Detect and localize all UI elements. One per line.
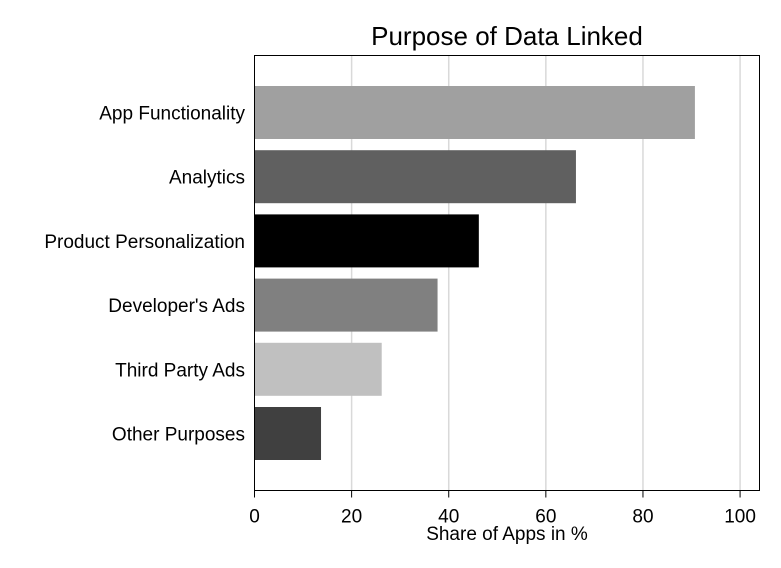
category-label-product-personalization: Product Personalization	[44, 232, 245, 253]
x-tick-label-40: 40	[438, 507, 459, 528]
chart-title: Purpose of Data Linked	[371, 21, 643, 51]
bar-product-personalization	[254, 214, 479, 268]
x-tick-label-0: 0	[249, 507, 260, 528]
plot-frame	[254, 55, 760, 491]
category-label-app-functionality: App Functionality	[99, 104, 245, 125]
category-label-third-party-ads: Third Party Ads	[115, 360, 245, 381]
category-label-analytics: Analytics	[169, 168, 245, 189]
category-label-developer-s-ads: Developer's Ads	[108, 296, 245, 317]
category-label-other-purposes: Other Purposes	[112, 425, 245, 446]
x-tick-label-80: 80	[632, 507, 653, 528]
bar-developer-s-ads	[254, 278, 438, 332]
bar-third-party-ads	[254, 342, 382, 396]
bar-app-functionality	[254, 86, 695, 139]
x-tick-label-100: 100	[724, 507, 756, 528]
x-axis-ticks: 0 20 40 60 80 100	[249, 490, 756, 528]
x-tick-label-60: 60	[535, 507, 556, 528]
bar-analytics	[254, 150, 576, 204]
x-axis-label: Share of Apps in %	[426, 524, 588, 545]
bars	[254, 86, 695, 460]
x-tick-label-20: 20	[341, 507, 362, 528]
bar-other-purposes	[254, 407, 322, 460]
category-labels: App Functionality Analytics Product Person…	[44, 104, 245, 446]
